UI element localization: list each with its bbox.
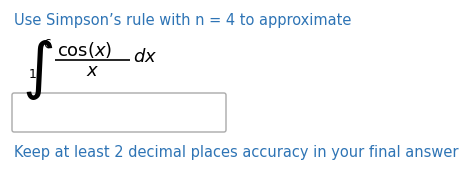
Text: $1$: $1$ xyxy=(28,68,37,81)
Text: Keep at least 2 decimal places accuracy in your final answer: Keep at least 2 decimal places accuracy … xyxy=(14,145,458,160)
Text: $\int$: $\int$ xyxy=(22,38,53,102)
Text: $x$: $x$ xyxy=(86,62,99,80)
Text: $\cos(x)$: $\cos(x)$ xyxy=(57,40,112,60)
Text: Use Simpson’s rule with n = 4 to approximate: Use Simpson’s rule with n = 4 to approxi… xyxy=(14,13,351,28)
Text: $dx$: $dx$ xyxy=(133,48,157,66)
Text: $6$: $6$ xyxy=(43,38,52,51)
FancyBboxPatch shape xyxy=(12,93,226,132)
